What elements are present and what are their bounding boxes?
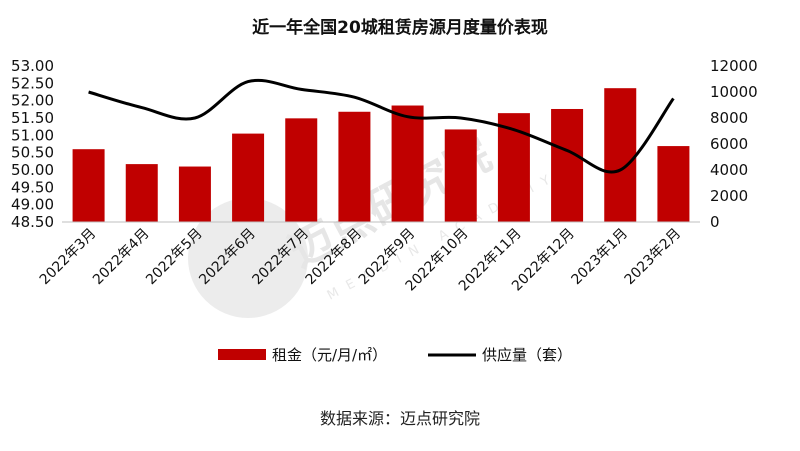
- watermark-logo-icon: [188, 198, 308, 318]
- bar: [338, 111, 371, 222]
- bar-series: [72, 88, 690, 222]
- supply-line: [88, 78, 675, 174]
- left-y-axis: 48.5049.0049.5050.0050.5051.0051.5052.00…: [11, 57, 54, 231]
- legend-bar-label: 租金（元/月/㎡）: [272, 346, 387, 364]
- bar: [657, 146, 690, 222]
- bar: [125, 164, 158, 222]
- right-tick-label: 12000: [710, 57, 758, 75]
- left-tick-label: 53.00: [11, 57, 54, 75]
- left-tick-label: 51.00: [11, 126, 54, 144]
- right-y-axis: 0 2000 4000 6000 8000 10000 12000: [710, 57, 758, 231]
- source-text: 数据来源：迈点研究院: [320, 409, 480, 428]
- bar: [178, 166, 211, 222]
- bar: [604, 88, 637, 222]
- legend-line-label: 供应量（套）: [482, 346, 572, 364]
- left-tick-label: 49.00: [11, 196, 54, 214]
- left-tick-label: 52.00: [11, 92, 54, 110]
- left-tick-label: 50.50: [11, 144, 54, 162]
- x-tick-label: 2022年4月: [90, 226, 153, 289]
- bar: [285, 118, 318, 222]
- chart-title: 近一年全国20城租赁房源月度量价表现: [252, 17, 548, 38]
- line-series: [88, 78, 675, 174]
- bar: [232, 133, 265, 222]
- left-tick-label: 50.00: [11, 161, 54, 179]
- bar: [444, 129, 477, 222]
- right-tick-label: 8000: [710, 109, 748, 127]
- left-tick-label: 51.50: [11, 109, 54, 127]
- left-tick-label: 48.50: [11, 213, 54, 231]
- x-tick-label: 2023年1月: [568, 226, 631, 289]
- left-tick-label: 52.50: [11, 74, 54, 92]
- bar: [72, 149, 105, 222]
- bar: [497, 113, 530, 222]
- right-tick-label: 4000: [710, 161, 748, 179]
- right-tick-label: 6000: [710, 135, 748, 153]
- bar: [391, 105, 424, 222]
- x-tick-label: 2023年2月: [622, 226, 685, 289]
- right-tick-label: 2000: [710, 187, 748, 205]
- bar: [551, 108, 584, 222]
- left-tick-label: 49.50: [11, 178, 54, 196]
- right-tick-label: 0: [710, 213, 720, 231]
- right-tick-label: 10000: [710, 83, 758, 101]
- legend-bar-swatch: [218, 349, 266, 360]
- x-tick-label: 2022年3月: [37, 226, 100, 289]
- legend: 租金（元/月/㎡） 供应量（套）: [218, 346, 572, 364]
